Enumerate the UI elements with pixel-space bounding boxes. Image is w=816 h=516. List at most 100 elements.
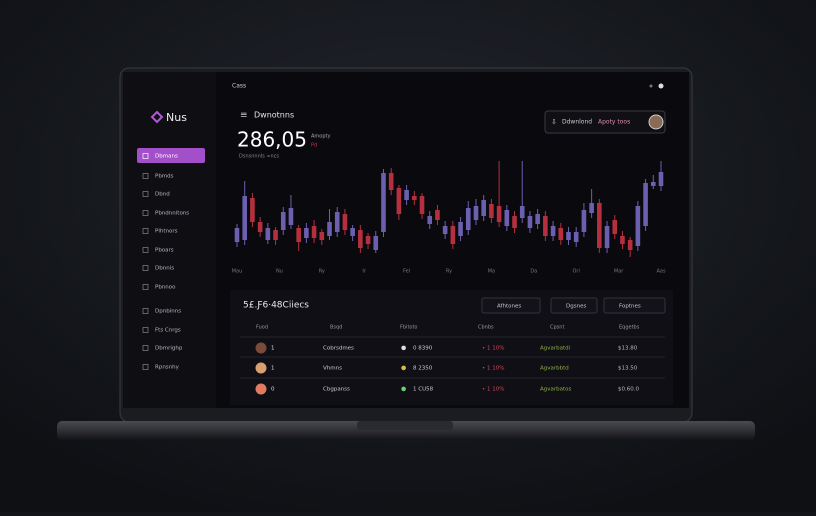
filter-label[interactable]: Dgsnes — [566, 304, 586, 310]
table-cell: 1 — [271, 366, 275, 372]
price-icon: ● — [401, 365, 406, 372]
filter-label[interactable]: Foptnes — [619, 304, 641, 310]
candle-body — [304, 228, 309, 238]
table-cell: Cobrsdmes — [323, 346, 354, 352]
menu-icon — [142, 327, 149, 333]
candle-body — [612, 220, 618, 234]
candle-body — [512, 216, 517, 228]
column-header: Eqgetbs — [619, 325, 640, 331]
candle-body — [604, 226, 610, 248]
menu-icon: ≡ — [240, 111, 248, 121]
candle-body — [327, 222, 332, 236]
candle-body — [273, 230, 278, 240]
candle-body — [573, 232, 579, 242]
price-icon: ● — [401, 386, 406, 393]
table-cell: $0.60.0 — [618, 387, 639, 393]
candle-body — [450, 226, 456, 244]
candle-body — [473, 206, 479, 220]
menu-icon — [142, 247, 149, 253]
filter-button[interactable] — [550, 297, 598, 314]
candle-body — [458, 222, 463, 236]
column-header: Fuod — [256, 325, 268, 331]
menu-icon — [142, 228, 149, 234]
candle-body — [242, 196, 248, 240]
x-label: Nu — [276, 269, 283, 275]
x-label: Mar — [614, 269, 624, 275]
apply-button[interactable]: Apoty toos — [598, 119, 630, 126]
sidebar — [123, 72, 216, 408]
candle-body — [558, 228, 564, 240]
filter-button[interactable] — [603, 297, 666, 314]
candle-body — [388, 173, 394, 190]
candle-body — [288, 208, 294, 225]
x-label: Ma — [488, 269, 495, 275]
filter-label[interactable]: Afhtones — [497, 304, 521, 310]
table-cell: Agvarbbtd — [540, 366, 569, 372]
menu-item[interactable]: Pboars — [155, 248, 174, 254]
filter-button[interactable] — [481, 297, 541, 314]
table-title: 5£.Ƒ6·48Ciiecs — [243, 301, 309, 311]
candle-body — [504, 210, 510, 226]
menu-item[interactable]: Dbmrighp — [155, 346, 183, 352]
download-icon: ⇩ — [551, 118, 557, 126]
candle-body — [635, 206, 641, 246]
row-avatar — [255, 342, 267, 354]
dot — [649, 84, 653, 88]
candle-body — [527, 216, 533, 228]
candle-body — [535, 214, 540, 224]
table-cell: Cbgpanss — [323, 387, 350, 393]
avatar[interactable] — [648, 114, 664, 130]
menu-item[interactable]: Rpnsnhy — [155, 365, 180, 371]
menu-item[interactable]: Pbmds — [155, 174, 174, 180]
menu-item[interactable]: Dbmans — [155, 154, 178, 160]
menu-icon — [142, 364, 149, 370]
x-label: Da — [530, 269, 537, 275]
column-header: Cpsnt — [550, 325, 564, 331]
menu-item[interactable]: Dpnbinns — [155, 309, 181, 315]
row-avatar — [255, 362, 267, 374]
menu-icon — [142, 210, 149, 216]
candle-body — [342, 214, 348, 230]
table-cell: Agvarbatdi — [540, 346, 571, 352]
menu-icon — [142, 153, 149, 159]
menu-icon — [142, 191, 149, 197]
candle-body — [257, 222, 263, 232]
row-avatar — [255, 383, 267, 395]
candle-body — [597, 203, 602, 248]
candle-body — [234, 228, 240, 242]
action-box[interactable] — [544, 110, 666, 134]
menu-item[interactable]: Pbndnnitons — [155, 211, 189, 217]
menu-icon — [142, 308, 149, 314]
table-cell: 0 — [271, 387, 275, 393]
candle-body — [519, 206, 525, 218]
menu-item[interactable]: Pbnnoo — [155, 285, 176, 291]
candle-body — [442, 226, 448, 234]
table-cell: Vhmns — [323, 366, 342, 372]
table-cell: 1 — [271, 346, 275, 352]
candle-body — [550, 226, 556, 236]
menu-item[interactable]: Dbnnis — [155, 266, 174, 272]
price-icon: ● — [401, 345, 406, 352]
table-cell: • 1 10% — [482, 346, 504, 352]
table-cell: Agvarbatos — [540, 387, 572, 393]
candle-body — [280, 212, 286, 230]
candle-body — [334, 212, 340, 232]
candle-body — [465, 208, 471, 230]
menu-item[interactable]: Plhtnors — [155, 229, 178, 235]
candle-body — [581, 210, 587, 232]
table-cell: • 1 10% — [482, 366, 504, 372]
x-label: Fel — [403, 269, 410, 275]
menu-item[interactable]: Dbnd — [155, 192, 170, 198]
candle-body — [311, 226, 317, 238]
candle-body — [658, 172, 664, 186]
download-button[interactable]: Ddwnlond — [562, 119, 592, 126]
table-cell: $13.80 — [618, 346, 638, 352]
menu-active[interactable] — [137, 148, 205, 163]
menu-item[interactable]: Fts Cnrgs — [155, 328, 181, 334]
candle-body — [589, 203, 594, 213]
column-header: Bsqd — [330, 325, 342, 331]
candle-body — [627, 240, 633, 250]
candle-body — [419, 196, 425, 214]
candle-body — [543, 216, 548, 236]
